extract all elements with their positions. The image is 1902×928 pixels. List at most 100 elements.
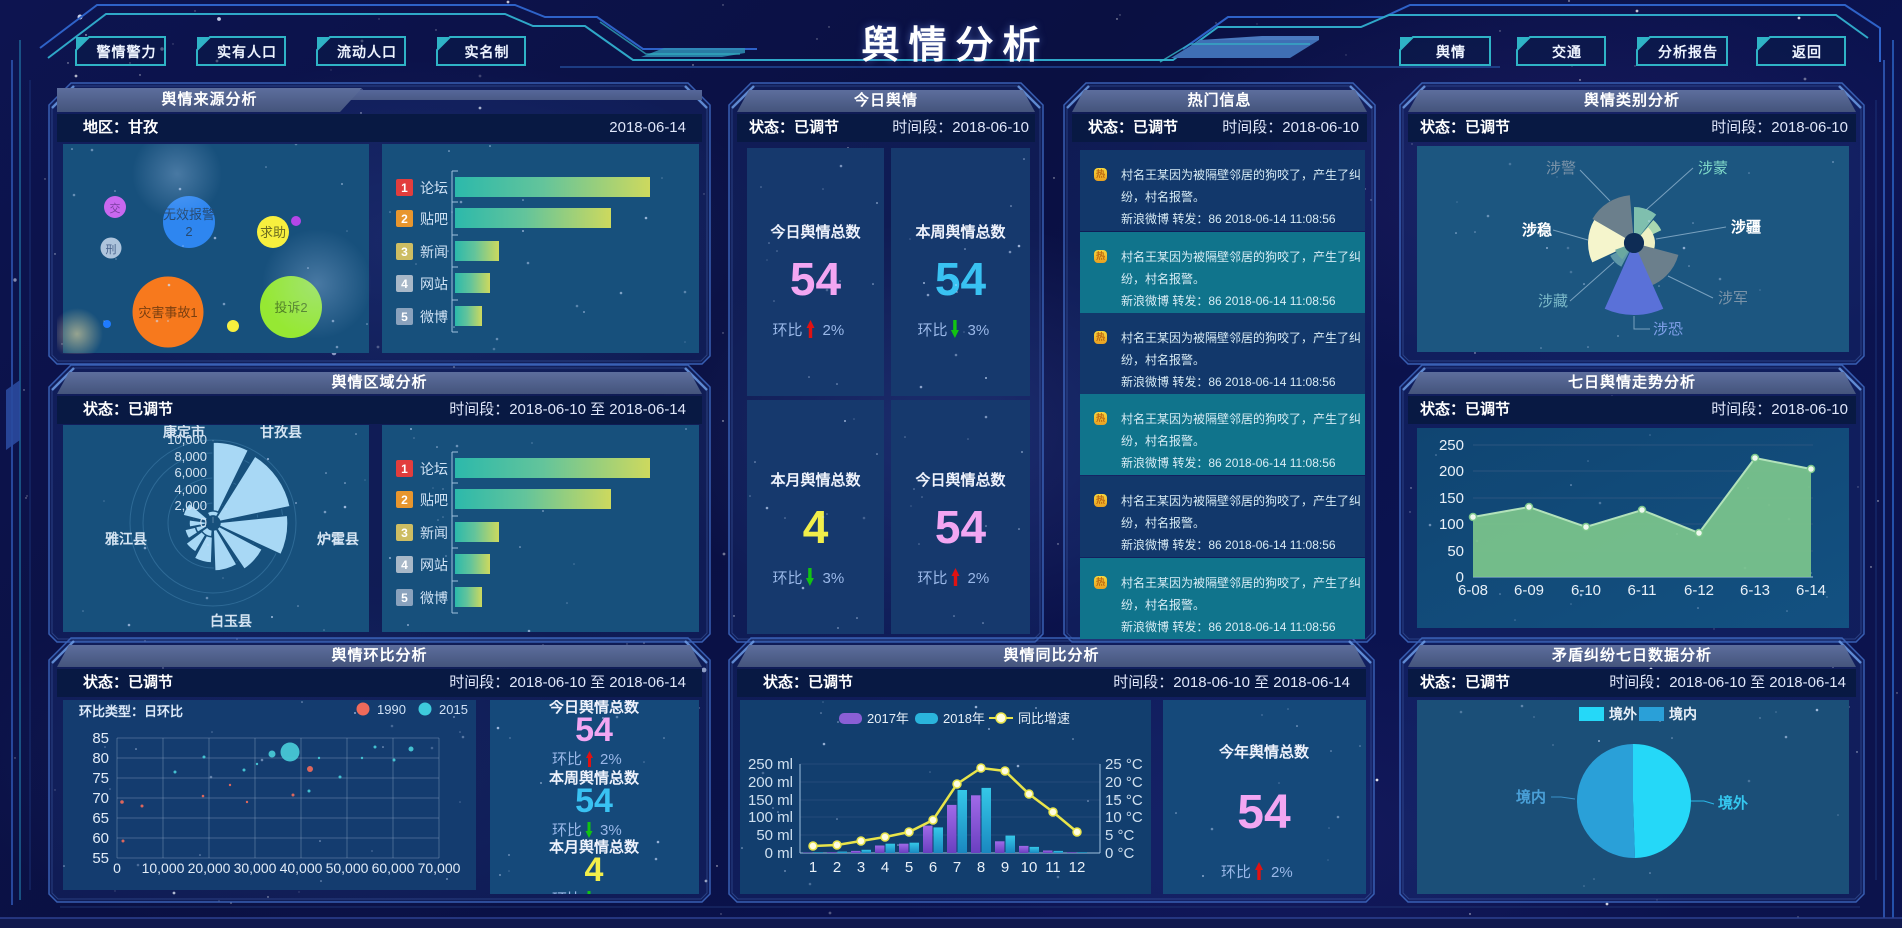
svg-text:涉疆: 涉疆 [1731,218,1761,236]
svg-text:本周舆情总数: 本周舆情总数 [915,223,1006,241]
svg-text:境外: 境外 [1718,794,1748,812]
svg-text:环比: 环比 [552,751,582,768]
svg-text:54: 54 [575,782,613,820]
svg-text:10: 10 [1021,859,1038,876]
svg-text:环比: 环比 [917,322,947,339]
svg-text:网站: 网站 [420,557,448,573]
svg-text:60: 60 [92,830,109,847]
svg-text:5: 5 [905,859,913,876]
svg-text:7: 7 [953,859,961,876]
svg-text:微博: 微博 [420,309,448,325]
svg-text:交: 交 [110,201,121,215]
svg-text:今年舆情总数: 今年舆情总数 [1218,743,1310,761]
svg-text:9: 9 [1001,859,1009,876]
svg-text:200: 200 [1439,463,1464,480]
svg-text:2,000: 2,000 [174,498,207,513]
svg-text:54: 54 [575,711,613,749]
svg-text:2: 2 [833,859,841,876]
svg-text:10 °C: 10 °C [1105,809,1143,826]
svg-text:200 ml: 200 ml [748,774,793,791]
svg-text:11: 11 [1045,859,1061,876]
svg-text:2%: 2% [600,891,622,894]
svg-text:境内: 境内 [1669,706,1697,722]
svg-text:12: 12 [1069,859,1086,876]
svg-text:25 °C: 25 °C [1105,756,1143,773]
svg-text:求助: 求助 [260,225,286,240]
svg-text:3: 3 [401,245,408,259]
svg-text:2017年: 2017年 [867,711,909,726]
svg-text:10,000: 10,000 [142,860,185,876]
svg-text:2: 2 [401,493,408,507]
svg-text:30,000: 30,000 [234,860,277,876]
svg-text:6: 6 [929,859,937,876]
svg-text:150 ml: 150 ml [748,792,793,809]
svg-text:2%: 2% [823,322,845,339]
svg-text:白玉县: 白玉县 [210,613,252,629]
svg-text:85: 85 [92,730,109,747]
svg-text:今日舆情总数: 今日舆情总数 [914,471,1006,489]
svg-text:0: 0 [1456,569,1464,586]
svg-text:贴吧: 贴吧 [420,211,448,227]
svg-text:新闻: 新闻 [420,525,448,541]
svg-text:贴吧: 贴吧 [420,492,448,508]
svg-text:今日舆情总数: 今日舆情总数 [769,223,861,241]
svg-text:6-10: 6-10 [1571,582,1601,599]
svg-text:本月舆情总数: 本月舆情总数 [549,838,640,856]
svg-text:20,000: 20,000 [188,860,231,876]
svg-text:涉蒙: 涉蒙 [1698,160,1728,177]
svg-text:3: 3 [401,526,408,540]
svg-text:6-09: 6-09 [1514,582,1544,599]
svg-text:论坛: 论坛 [420,180,448,196]
svg-text:50 ml: 50 ml [756,827,793,844]
svg-text:15 °C: 15 °C [1105,792,1143,809]
svg-text:0: 0 [200,515,207,530]
svg-text:4: 4 [401,558,408,572]
svg-text:6-12: 6-12 [1684,582,1714,599]
svg-text:康定市: 康定市 [163,425,205,440]
svg-text:1: 1 [401,462,408,476]
svg-text:涉军: 涉军 [1718,290,1748,307]
svg-text:0: 0 [113,860,121,876]
svg-text:2%: 2% [968,570,990,587]
svg-text:微博: 微博 [420,590,448,606]
svg-text:100: 100 [1439,516,1464,533]
svg-text:6,000: 6,000 [174,465,207,480]
svg-text:2018年: 2018年 [943,711,985,726]
svg-text:2%: 2% [600,751,622,768]
svg-text:100 ml: 100 ml [748,809,793,826]
svg-text:新闻: 新闻 [420,244,448,260]
svg-text:甘孜县: 甘孜县 [260,425,302,440]
svg-text:3%: 3% [823,570,845,587]
svg-text:涉藏: 涉藏 [1538,293,1568,310]
svg-text:54: 54 [790,253,842,305]
svg-text:60,000: 60,000 [372,860,415,876]
svg-text:65: 65 [92,810,109,827]
svg-text:50: 50 [1447,543,1464,560]
svg-text:8,000: 8,000 [174,449,207,464]
svg-text:3%: 3% [600,822,622,839]
svg-text:0 ml: 0 ml [765,845,793,862]
svg-text:炉霍县: 炉霍县 [317,531,359,547]
svg-text:50,000: 50,000 [326,860,369,876]
svg-text:40,000: 40,000 [280,860,323,876]
svg-text:4,000: 4,000 [174,482,207,497]
svg-text:1: 1 [401,181,408,195]
svg-text:4: 4 [585,851,604,889]
svg-text:境外: 境外 [1609,706,1637,722]
svg-text:20 °C: 20 °C [1105,774,1143,791]
svg-text:250 ml: 250 ml [748,756,793,773]
svg-text:刑: 刑 [106,243,117,256]
svg-text:1990: 1990 [377,702,406,717]
svg-text:250: 250 [1439,437,1464,454]
svg-text:涉恐: 涉恐 [1653,321,1683,338]
svg-text:70,000: 70,000 [418,860,461,876]
svg-text:75: 75 [92,770,109,787]
svg-text:6-08: 6-08 [1458,582,1488,599]
svg-text:54: 54 [1237,786,1291,839]
svg-text:54: 54 [935,501,987,553]
svg-text:2015: 2015 [439,702,468,717]
svg-text:0 °C: 0 °C [1105,845,1135,862]
svg-text:6-11: 6-11 [1628,582,1657,599]
svg-text:涉稳: 涉稳 [1522,221,1552,239]
svg-text:5 °C: 5 °C [1105,827,1135,844]
